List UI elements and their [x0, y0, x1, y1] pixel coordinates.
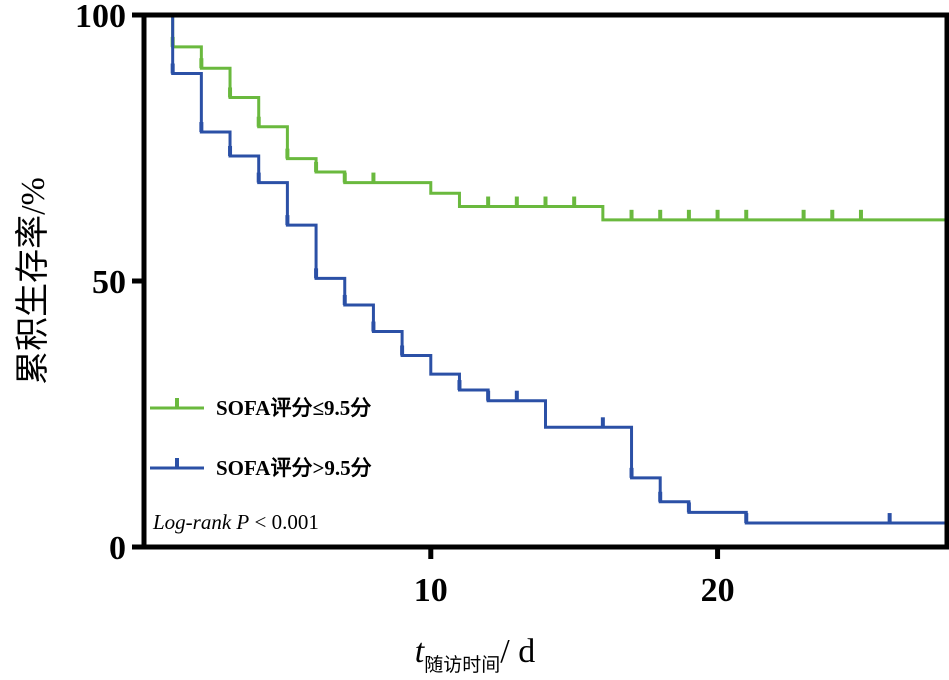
y-tick-label-0: 0 [109, 530, 126, 567]
y-axis-label: 累积生存率/% [14, 177, 52, 385]
y-tick-label-2: 100 [75, 0, 126, 35]
logrank-annotation-italic: Log-rank P [152, 510, 249, 534]
plot-area [144, 13, 949, 525]
x-axis-label-var: t [415, 633, 426, 670]
logrank-annotation: Log-rank P < 0.001 [152, 510, 319, 534]
legend-item-0: SOFA评分≤9.5分 [150, 396, 371, 420]
logrank-annotation-value: < 0.001 [255, 510, 319, 534]
x-axis-label-unit: / d [500, 633, 535, 670]
y-tick-label-1: 50 [92, 264, 126, 301]
legend-label-0: SOFA评分≤9.5分 [216, 396, 371, 420]
x-tick-label-0: 10 [414, 572, 448, 609]
x-tick-label-1: 20 [701, 572, 735, 609]
legend-label-1: SOFA评分>9.5分 [216, 456, 372, 480]
x-axis-label: t随访时间/ d [415, 633, 535, 676]
legend-item-1: SOFA评分>9.5分 [150, 456, 372, 480]
x-axis-label-sub: 随访时间 [424, 654, 500, 676]
axes: 0 50 100 10 20 [75, 0, 735, 609]
series-line-1 [144, 13, 947, 525]
series-line-0 [144, 13, 947, 222]
legend: SOFA评分≤9.5分 SOFA评分>9.5分 [150, 396, 372, 480]
